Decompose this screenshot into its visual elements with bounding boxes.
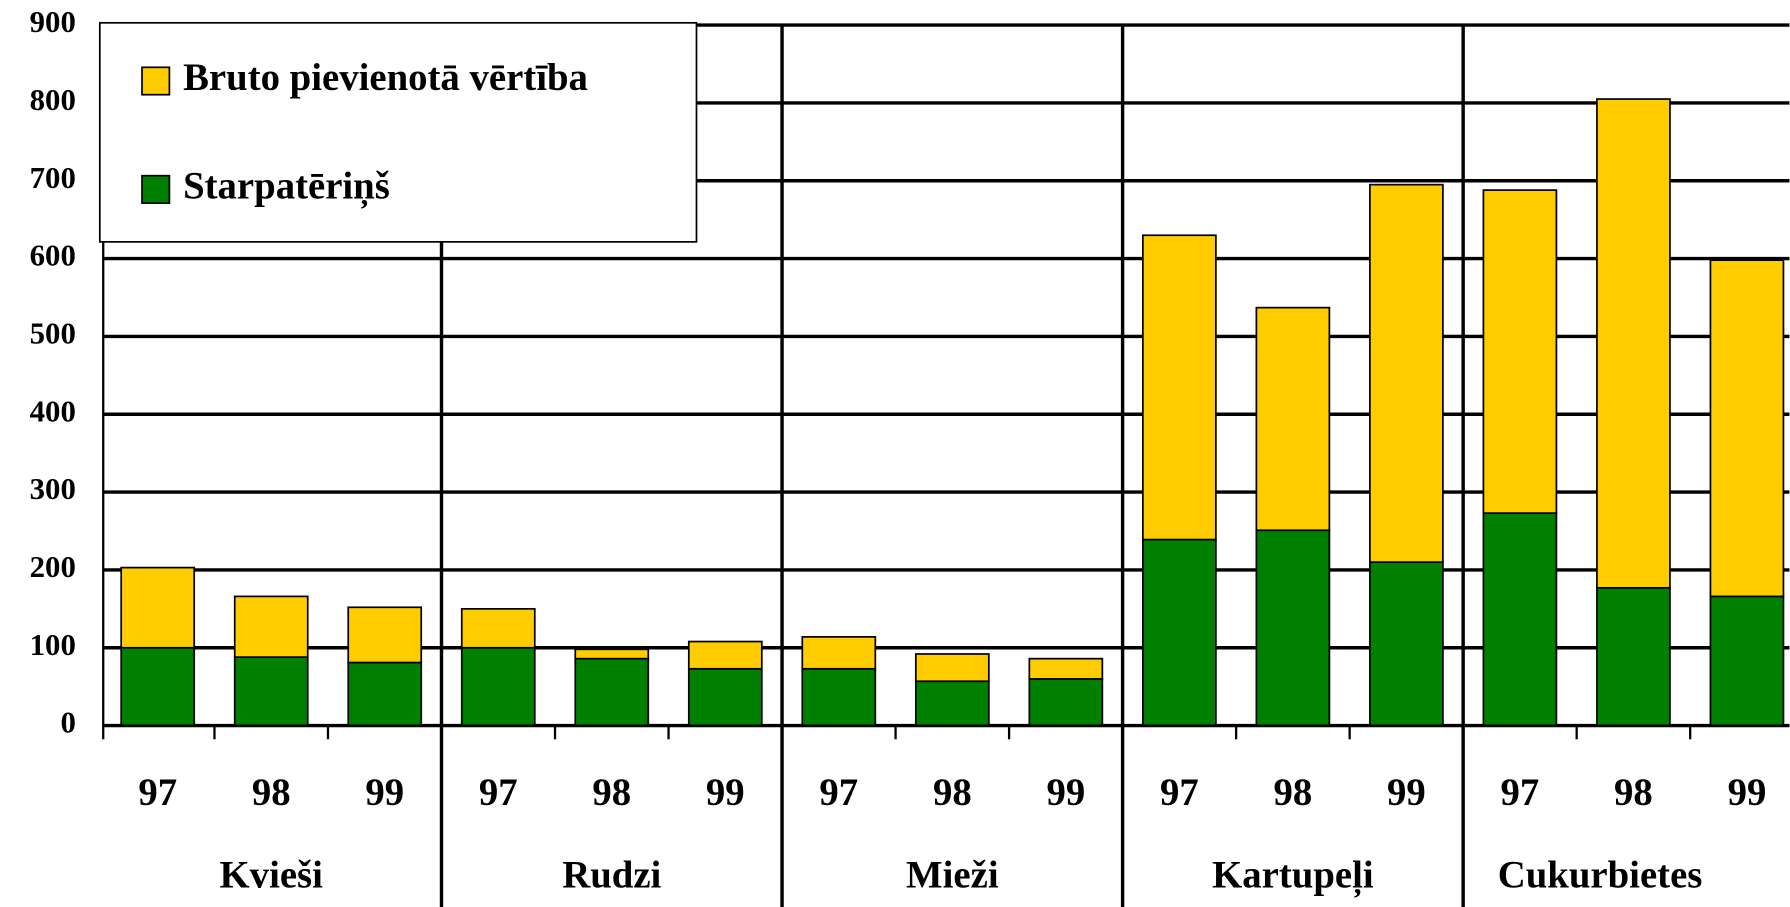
bar-segment: [1142, 234, 1217, 541]
bar-segment: [1482, 512, 1558, 727]
bar-segment: [120, 646, 196, 727]
legend-box: [98, 21, 698, 243]
bar-segment: [1369, 183, 1444, 564]
bar-segment: [1482, 189, 1558, 514]
bar-segment: [1255, 306, 1331, 532]
y-tick-label: 100: [30, 628, 76, 662]
legend-label: Starpatēriņš: [183, 164, 390, 208]
y-tick-label: 200: [30, 550, 76, 584]
group-label: Rudzi: [562, 853, 661, 896]
y-tick-label: 900: [30, 5, 76, 39]
bar-segment: [233, 656, 309, 727]
bar-segment: [1369, 561, 1444, 727]
bar-segment: [1709, 595, 1785, 727]
x-tick-label: 98: [933, 771, 972, 814]
bar-segment: [460, 607, 536, 649]
bar-segment: [460, 646, 536, 727]
x-tick-label: 99: [706, 771, 745, 814]
group-label: Kvieši: [220, 853, 324, 896]
bar-segment: [1709, 259, 1785, 598]
x-tick-label: 98: [1273, 771, 1312, 814]
x-tick-label: 99: [365, 771, 404, 814]
bar-segment: [347, 606, 423, 664]
x-tick-label: 97: [819, 771, 858, 814]
x-tick-label: 97: [1160, 771, 1199, 814]
bar-segment: [914, 680, 990, 727]
x-tick-label: 99: [1387, 771, 1426, 814]
x-tick-label: 98: [252, 771, 291, 814]
bar-segment: [801, 667, 877, 727]
y-tick-label: 400: [30, 394, 76, 428]
bar-segment: [120, 566, 196, 649]
bar-segment: [1028, 678, 1104, 727]
legend-swatch: [141, 174, 171, 204]
bar-segment: [1142, 538, 1217, 727]
group-label: Kartupeļi: [1212, 853, 1374, 897]
bar-segment: [914, 653, 990, 683]
x-tick-label: 97: [1501, 771, 1540, 814]
bar-segment: [1596, 586, 1671, 727]
bar-segment: [347, 661, 423, 727]
x-tick-label: 98: [592, 771, 631, 814]
bar-segment: [687, 667, 763, 727]
bar-segment: [1596, 98, 1671, 589]
bar-segment: [1028, 657, 1104, 680]
group-label: Mieži: [906, 853, 999, 896]
bar-segment: [574, 648, 650, 660]
y-tick-label: 0: [60, 706, 75, 740]
x-tick-label: 99: [1728, 771, 1767, 814]
bar-segment: [233, 595, 309, 658]
bar-segment: [687, 640, 763, 670]
x-tick-label: 97: [479, 771, 518, 814]
y-tick-label: 800: [30, 83, 76, 117]
bar-segment: [1255, 529, 1331, 727]
legend-label: Bruto pievienotā vērtība: [183, 56, 588, 99]
legend-swatch: [141, 66, 171, 96]
bar-segment: [801, 636, 877, 670]
x-tick-label: 99: [1046, 771, 1085, 814]
bar-segment: [574, 657, 650, 727]
y-tick-label: 300: [30, 472, 76, 506]
y-tick-label: 500: [30, 316, 76, 350]
x-tick-label: 98: [1614, 771, 1653, 814]
y-tick-label: 600: [30, 239, 76, 273]
y-tick-label: 700: [30, 161, 76, 195]
group-label: Cukurbietes: [1498, 853, 1703, 896]
x-tick-label: 97: [138, 771, 177, 814]
